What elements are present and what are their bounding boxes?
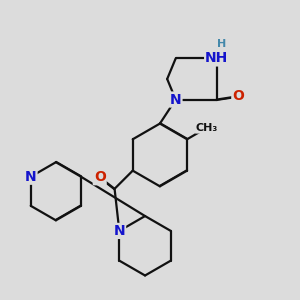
Text: CH₃: CH₃ [196,123,218,133]
Text: O: O [232,89,244,103]
Text: N: N [25,170,37,184]
Text: O: O [94,170,106,184]
Text: NH: NH [205,51,228,65]
Text: N: N [113,224,125,238]
Text: N: N [170,92,182,106]
Text: H: H [217,39,226,49]
